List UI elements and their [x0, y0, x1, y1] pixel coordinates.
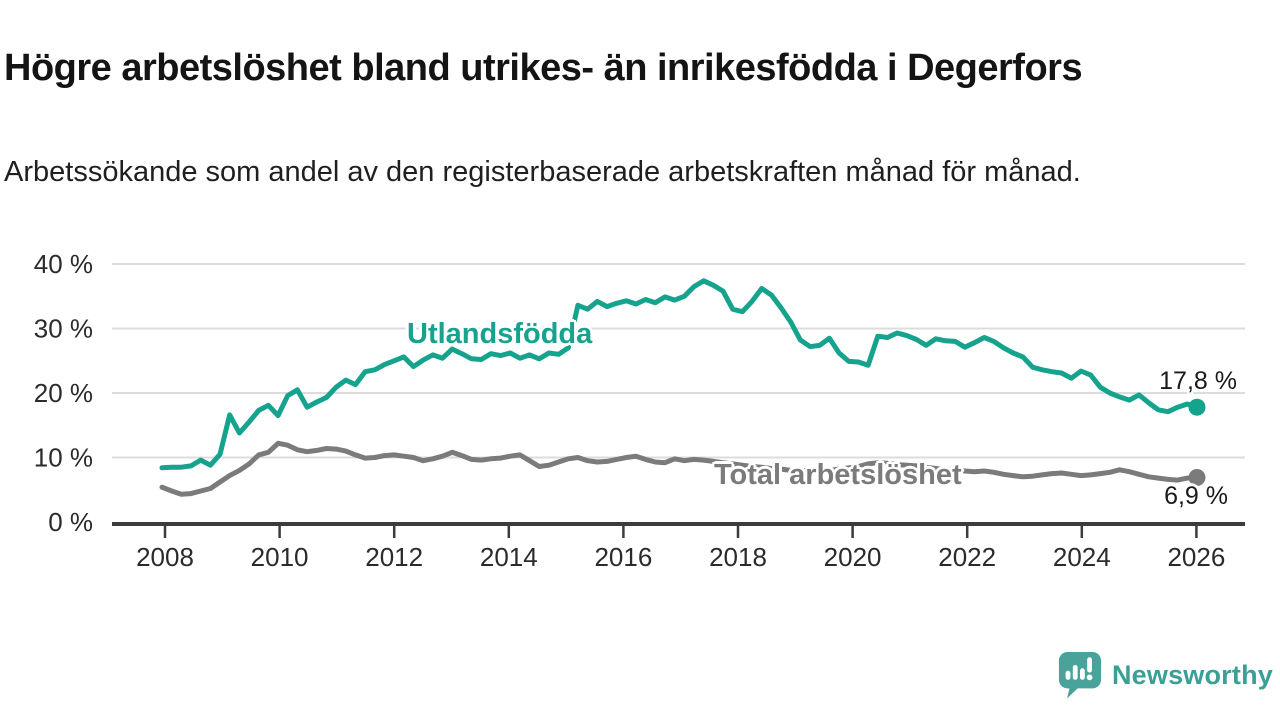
x-tick-label: 2010: [251, 542, 309, 572]
logo-bar-2: [1072, 664, 1078, 680]
logo-exclamation-bar: [1087, 657, 1092, 673]
y-tick-label: 30 %: [34, 314, 93, 344]
chart-area: 0 % 10 % 20 % 30 % 40 % 2008 2010 2012 2014 2016 2…: [0, 230, 1280, 580]
page-title: Högre arbetslöshet bland utrikes- än inr…: [4, 47, 1083, 90]
logo-bar-1: [1065, 670, 1071, 680]
logo-bar-3: [1079, 668, 1085, 680]
x-tick-label: 2022: [938, 542, 996, 572]
y-tick-label: 40 %: [34, 249, 93, 279]
series-line-utlandsf-dda: [159, 278, 1200, 471]
y-tick-label: 0 %: [48, 507, 93, 537]
end-dot-utlandsf-dda: [1188, 398, 1206, 416]
logo-exclamation-dot: [1086, 674, 1093, 681]
newsworthy-logo-icon: [1058, 652, 1102, 699]
x-tick-label: 2026: [1167, 542, 1225, 572]
y-tick-label: 10 %: [34, 443, 93, 473]
series-line-total-arbetsl-shet: [159, 440, 1200, 497]
page-subtitle: Arbetssökande som andel av den registerb…: [4, 156, 1081, 188]
end-value-label-total-arbetsloshet: 6,9 %: [1164, 482, 1228, 510]
x-tick-label: 2008: [136, 542, 194, 572]
x-tick-label: 2012: [365, 542, 423, 572]
end-value-label-utlandsfodda: 17,8 %: [1159, 367, 1237, 395]
y-tick-label: 20 %: [34, 378, 93, 408]
series-label-utlandsfodda: Utlandsfödda: [407, 318, 593, 350]
end-dot-total-arbetsl-shet: [1188, 468, 1206, 486]
x-tick-label: 2018: [709, 542, 767, 572]
x-tick-label: 2020: [824, 542, 882, 572]
x-tick-label: 2016: [594, 542, 652, 572]
x-tick-label: 2014: [480, 542, 538, 572]
newsworthy-logo-text: Newsworthy: [1111, 659, 1273, 690]
chart-svg: 0 % 10 % 20 % 30 % 40 % 2008 2010 2012 2014 2016 2…: [34, 249, 1245, 572]
newsworthy-logo: Newsworthy: [1057, 650, 1273, 700]
x-tick-label: 2024: [1053, 542, 1111, 572]
series-label-total-arbetsloshet: Total arbetslöshet: [714, 459, 962, 491]
